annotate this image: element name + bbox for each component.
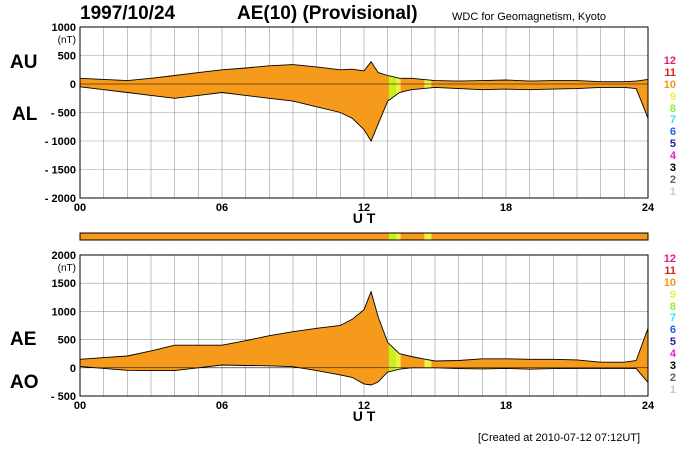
- quality-strip-segment: [388, 233, 396, 240]
- legend-item: 4: [669, 150, 676, 163]
- source-label: WDC for Geomagnetism, Kyoto: [452, 11, 607, 23]
- y-tick-label: 1000: [52, 306, 76, 318]
- y-tick-label: 500: [58, 335, 76, 347]
- legend-item: 10: [663, 276, 676, 289]
- x-axis-label: U T: [353, 408, 376, 424]
- x-tick-label: 06: [216, 400, 228, 412]
- ao-label: AO: [10, 372, 39, 393]
- legend-item: 3: [669, 162, 676, 175]
- x-axis-label: U T: [353, 210, 376, 226]
- y-tick-label: 0: [70, 363, 76, 375]
- y-tick-label: 1500: [52, 278, 76, 290]
- legend-item: 4: [669, 348, 676, 361]
- y-tick-label: 500: [58, 51, 76, 63]
- legend-item: 10: [663, 78, 676, 91]
- y-tick-label: 0: [70, 79, 76, 91]
- legend-item: 2: [669, 371, 676, 384]
- plot-frame: [79, 26, 649, 199]
- x-tick-label: 12: [358, 202, 370, 214]
- legend-item: 8: [669, 102, 676, 115]
- ae-label: AE: [10, 329, 37, 350]
- x-tick-label: 24: [642, 202, 655, 214]
- color-legend-bottom: 12 11 10 9 8 7 6 5 4 3 2 1: [650, 253, 676, 397]
- quality-strip: [79, 232, 649, 241]
- x-tick-label: 12: [358, 400, 370, 412]
- series-upper-line: [79, 61, 649, 83]
- x-tick-label: 00: [74, 202, 86, 214]
- color-legend-top: 12 11 10 9 8 7 6 5 4 3 2 1: [650, 55, 676, 199]
- au-label: AU: [10, 52, 38, 73]
- legend-item: 1: [669, 383, 676, 396]
- legend-item: 12: [663, 253, 676, 265]
- y-tick-label: 1000: [52, 22, 76, 34]
- index-title: AE(10) (Provisional): [237, 3, 418, 24]
- series-lower-line: [79, 86, 649, 142]
- y-tick-label: - 500: [51, 108, 76, 120]
- y-tick-label: - 2000: [45, 193, 76, 205]
- legend-item: 11: [664, 66, 676, 79]
- legend-item: 8: [669, 300, 676, 313]
- legend-item: 3: [669, 360, 676, 373]
- created-timestamp: [Created at 2010-07-12 07:12UT]: [478, 432, 641, 444]
- x-tick-label: 18: [500, 202, 512, 214]
- plot-frame: [79, 254, 649, 397]
- highlight-band: [424, 359, 432, 368]
- legend-item: 11: [664, 264, 676, 277]
- series-upper-line: [79, 290, 649, 363]
- legend-item: 7: [669, 114, 676, 127]
- legend-item: 9: [669, 90, 676, 103]
- x-tick-label: 24: [642, 400, 655, 412]
- quality-strip-segment: [424, 233, 432, 240]
- highlight-band: [395, 77, 401, 96]
- y-tick-label: 2000: [52, 250, 76, 262]
- highlight-band: [395, 350, 401, 371]
- y-tick-label: - 1000: [45, 136, 76, 148]
- legend-item: 7: [669, 312, 676, 325]
- al-label: AL: [12, 104, 38, 125]
- y-unit-label: (nT): [58, 263, 76, 274]
- date-title: 1997/10/24: [80, 3, 176, 24]
- legend-item: 12: [663, 55, 676, 67]
- area-fill: [80, 291, 648, 385]
- legend-item: 6: [669, 126, 676, 139]
- legend-item: 5: [669, 138, 676, 151]
- highlight-band: [388, 75, 396, 101]
- legend-item: 2: [669, 173, 676, 186]
- legend-item: 5: [669, 336, 676, 349]
- legend-item: 6: [669, 324, 676, 337]
- y-tick-label: - 1500: [45, 165, 76, 177]
- y-unit-label: (nT): [58, 35, 76, 46]
- area-fill: [80, 61, 648, 141]
- highlight-band: [388, 343, 396, 372]
- legend-item: 9: [669, 288, 676, 301]
- legend-item: 1: [669, 185, 676, 198]
- quality-strip-segment: [395, 233, 401, 240]
- x-tick-label: 00: [74, 400, 86, 412]
- x-tick-label: 06: [216, 202, 228, 214]
- y-tick-label: - 500: [51, 391, 76, 403]
- x-tick-label: 18: [500, 400, 512, 412]
